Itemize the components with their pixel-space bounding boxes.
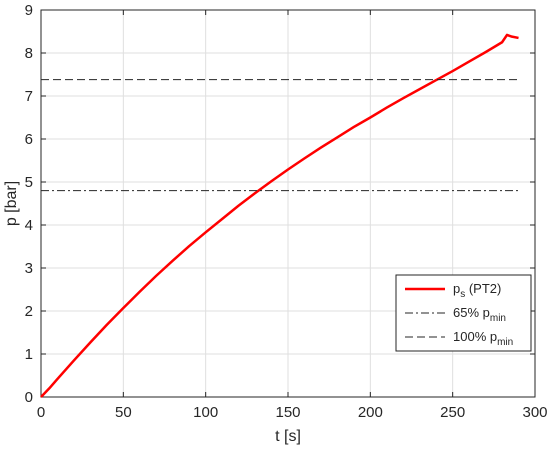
axis-ticks: 0 50 100 150 200 250 300 0 1 2 3 4 5 6 7 8 9 <box>25 2 548 421</box>
y-tick-label: 5 <box>25 174 33 191</box>
x-tick-label: 50 <box>115 404 132 421</box>
x-axis-label: t [s] <box>275 428 301 445</box>
legend-label-0: ps (PT2) <box>453 281 501 300</box>
y-tick-label: 2 <box>25 303 33 320</box>
x-tick-label: 250 <box>440 404 465 421</box>
series-group <box>40 33 519 398</box>
legend-box <box>395 274 532 352</box>
y-tick-label: 8 <box>25 45 33 62</box>
y-tick-label: 7 <box>25 88 33 105</box>
y-tick-label: 9 <box>25 2 33 19</box>
y-tick-label: 1 <box>25 346 33 363</box>
y-tick-label: 4 <box>25 217 33 234</box>
y-tick-label: 3 <box>25 260 33 277</box>
x-tick-label: 300 <box>522 404 547 421</box>
legend-label-2: 100% pmin <box>453 329 513 348</box>
x-tick-label: 200 <box>358 404 383 421</box>
x-tick-label: 150 <box>275 404 300 421</box>
y-tick-label: 0 <box>25 389 33 406</box>
y-axis-label: p [bar] <box>3 181 20 226</box>
legend-label-1: 65% pmin <box>453 305 506 324</box>
series-line-0 <box>40 33 519 398</box>
x-tick-label: 0 <box>37 404 45 421</box>
x-tick-label: 100 <box>193 404 218 421</box>
legend: ps (PT2) 65% pmin 100% pmin <box>395 274 532 352</box>
y-tick-label: 6 <box>25 131 33 148</box>
